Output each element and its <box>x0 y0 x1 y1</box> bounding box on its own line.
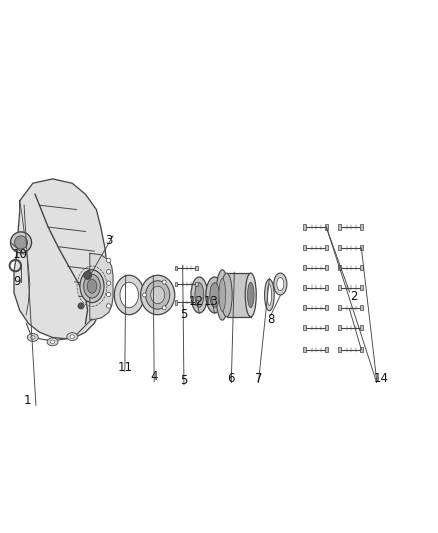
Text: 5: 5 <box>180 374 187 387</box>
Polygon shape <box>325 285 328 290</box>
Text: 9: 9 <box>13 276 21 288</box>
Polygon shape <box>325 265 328 270</box>
Text: 13: 13 <box>204 295 219 308</box>
Ellipse shape <box>80 270 104 303</box>
Ellipse shape <box>162 306 166 310</box>
Polygon shape <box>338 347 341 352</box>
Text: 12: 12 <box>188 295 203 308</box>
Polygon shape <box>303 245 306 251</box>
Ellipse shape <box>277 278 284 290</box>
Polygon shape <box>303 305 306 310</box>
Polygon shape <box>360 224 363 230</box>
Polygon shape <box>360 265 363 270</box>
Polygon shape <box>303 224 306 230</box>
Polygon shape <box>303 285 306 290</box>
Ellipse shape <box>221 273 232 317</box>
Text: 1: 1 <box>23 394 31 407</box>
Ellipse shape <box>14 236 28 249</box>
Ellipse shape <box>67 333 78 341</box>
Ellipse shape <box>27 334 39 342</box>
Polygon shape <box>303 325 306 330</box>
Polygon shape <box>303 265 306 270</box>
Ellipse shape <box>195 282 204 307</box>
Text: 4: 4 <box>150 370 158 383</box>
Text: 11: 11 <box>117 361 132 374</box>
Ellipse shape <box>50 340 55 344</box>
Ellipse shape <box>84 274 100 298</box>
Ellipse shape <box>11 232 32 253</box>
Polygon shape <box>90 253 113 320</box>
Polygon shape <box>325 224 328 230</box>
Ellipse shape <box>265 279 274 311</box>
Polygon shape <box>195 282 198 286</box>
Ellipse shape <box>267 285 272 305</box>
Text: 8: 8 <box>267 313 274 326</box>
Ellipse shape <box>120 282 138 308</box>
Text: 14: 14 <box>374 372 389 385</box>
Ellipse shape <box>245 273 256 317</box>
Ellipse shape <box>84 271 92 279</box>
Polygon shape <box>325 305 328 310</box>
Polygon shape <box>14 179 107 339</box>
Polygon shape <box>360 325 363 330</box>
Polygon shape <box>338 285 341 290</box>
Ellipse shape <box>114 275 144 314</box>
Ellipse shape <box>191 277 208 313</box>
Ellipse shape <box>216 270 229 320</box>
Ellipse shape <box>142 293 146 297</box>
Polygon shape <box>303 347 306 352</box>
Ellipse shape <box>219 279 226 311</box>
Polygon shape <box>227 273 251 317</box>
Text: 5: 5 <box>180 308 187 321</box>
Polygon shape <box>195 300 198 304</box>
Text: 10: 10 <box>12 248 27 261</box>
Ellipse shape <box>145 281 170 309</box>
Polygon shape <box>325 245 328 251</box>
Ellipse shape <box>206 277 223 313</box>
Polygon shape <box>338 224 341 230</box>
Polygon shape <box>175 282 177 286</box>
Ellipse shape <box>151 286 165 304</box>
Ellipse shape <box>106 258 111 263</box>
Ellipse shape <box>274 273 287 295</box>
Polygon shape <box>360 347 363 352</box>
Ellipse shape <box>47 338 58 346</box>
Polygon shape <box>325 347 328 352</box>
Polygon shape <box>175 265 177 270</box>
Ellipse shape <box>247 282 254 308</box>
Ellipse shape <box>87 279 97 293</box>
Ellipse shape <box>162 280 166 284</box>
Ellipse shape <box>31 336 35 339</box>
Polygon shape <box>338 305 341 310</box>
Polygon shape <box>325 325 328 330</box>
Text: 6: 6 <box>227 372 235 385</box>
Ellipse shape <box>106 281 111 285</box>
Polygon shape <box>195 265 198 270</box>
Ellipse shape <box>78 303 84 309</box>
Polygon shape <box>338 265 341 270</box>
Ellipse shape <box>70 335 74 338</box>
Ellipse shape <box>106 270 111 274</box>
Polygon shape <box>360 245 363 251</box>
Polygon shape <box>338 325 341 330</box>
Ellipse shape <box>106 292 111 297</box>
Polygon shape <box>360 305 363 310</box>
Text: 7: 7 <box>254 372 262 385</box>
Text: 2: 2 <box>350 290 358 303</box>
Ellipse shape <box>210 282 219 307</box>
Polygon shape <box>175 300 177 304</box>
Text: 3: 3 <box>105 233 112 247</box>
Polygon shape <box>338 245 341 251</box>
Ellipse shape <box>141 275 175 314</box>
Ellipse shape <box>106 304 111 308</box>
Polygon shape <box>360 285 363 290</box>
